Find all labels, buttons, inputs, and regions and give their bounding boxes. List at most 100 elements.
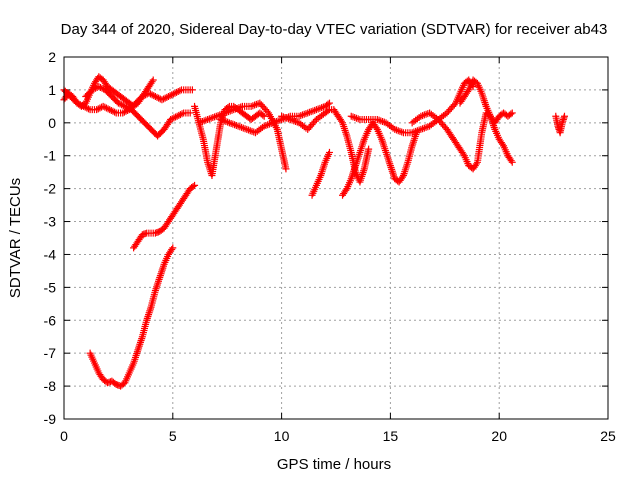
data-point (507, 157, 515, 165)
data-point (83, 104, 91, 112)
data-point (170, 114, 178, 122)
data-point (102, 104, 110, 112)
data-point (142, 91, 150, 99)
data-point (508, 109, 516, 117)
data-point (169, 244, 177, 252)
series-arc-o (552, 112, 568, 137)
y-axis-label: SDTVAR / TECUs (7, 178, 24, 298)
data-point (111, 108, 119, 116)
data-point (107, 106, 115, 114)
data-point (560, 112, 568, 120)
data-point (75, 100, 83, 108)
data-point (325, 99, 333, 107)
data-point (472, 160, 480, 168)
data-point (507, 110, 515, 118)
y-tick-label: -7 (44, 345, 57, 361)
series-arc-c (82, 83, 194, 140)
data-point (398, 173, 406, 181)
data-point (188, 86, 196, 94)
series-arc-b (60, 86, 196, 117)
data-point (140, 92, 148, 100)
data-point (325, 148, 333, 156)
data-point (150, 92, 158, 100)
data-point (155, 94, 163, 102)
data-point (95, 83, 103, 91)
data-point (118, 101, 126, 109)
data-point (259, 111, 267, 119)
data-point (324, 100, 332, 108)
data-point (178, 110, 186, 118)
series-arc-m (408, 109, 516, 173)
data-point (160, 95, 168, 103)
data-point (175, 111, 183, 119)
data-point (168, 115, 176, 123)
data-point (176, 87, 184, 95)
data-point (498, 140, 506, 148)
plot-frame (63, 56, 609, 420)
data-point (145, 89, 153, 97)
data-point (282, 165, 290, 173)
series-arc-d (130, 181, 199, 252)
data-point (149, 76, 157, 84)
y-tick-label: -4 (44, 246, 57, 262)
data-point (324, 107, 332, 115)
data-point (148, 78, 156, 86)
data-point (172, 113, 180, 121)
data-point (146, 90, 154, 98)
data-point (163, 93, 171, 101)
data-point (260, 112, 268, 120)
data-point (166, 92, 174, 100)
data-point (169, 90, 177, 98)
y-tick-label: -2 (44, 181, 57, 197)
data-point (337, 117, 345, 125)
x-tick-label: 5 (169, 428, 177, 444)
data-point (464, 88, 472, 96)
series-arc-j (308, 148, 333, 199)
data-point (372, 124, 380, 132)
data-point (109, 107, 117, 115)
x-axis-label: GPS time / hours (277, 456, 391, 473)
data-point (88, 86, 96, 94)
series-arc-h (217, 99, 333, 137)
data-point (173, 112, 181, 120)
data-point (123, 103, 131, 111)
data-point (450, 101, 458, 109)
x-tick-label: 20 (491, 428, 507, 444)
y-tick-label: -1 (44, 148, 57, 164)
data-point (106, 106, 114, 114)
y-tick-label: -8 (44, 378, 57, 394)
data-point (121, 102, 129, 110)
data-point (191, 181, 199, 189)
y-tick-label: -6 (44, 312, 57, 328)
x-tick-label: 25 (600, 428, 616, 444)
series-arc-n (456, 76, 516, 127)
series-arc-e (86, 244, 177, 390)
data-point (342, 186, 350, 194)
data-point (124, 104, 132, 112)
data-point (98, 84, 106, 92)
series-arc-l (347, 76, 477, 137)
data-point (116, 100, 124, 108)
data-point (101, 103, 109, 111)
data-point (99, 102, 107, 110)
chart-title: Day 344 of 2020, Sidereal Day-to-day VTE… (61, 21, 608, 38)
data-point (164, 92, 172, 100)
data-point (158, 96, 166, 104)
data-point (114, 99, 122, 107)
data-point (94, 105, 102, 113)
data-point (96, 83, 104, 91)
data-point (176, 111, 184, 119)
y-tick-label: 2 (48, 49, 56, 65)
x-tick-label: 0 (60, 428, 68, 444)
data-point (171, 89, 179, 97)
data-point (167, 116, 175, 124)
y-tick-label: -9 (44, 411, 57, 427)
data-point (186, 109, 194, 117)
data-point (96, 104, 104, 112)
data-point (93, 106, 101, 114)
data-point (189, 182, 197, 190)
data-point (73, 99, 81, 107)
